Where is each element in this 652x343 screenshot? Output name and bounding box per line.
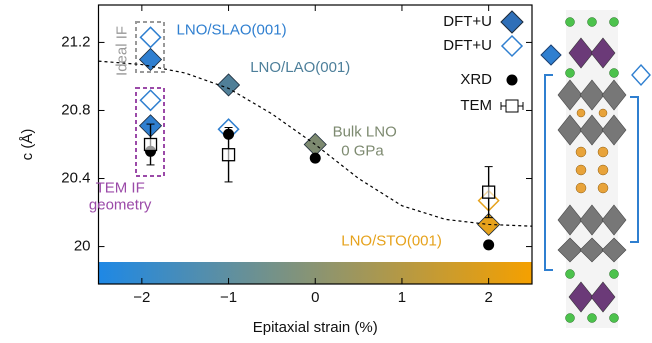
- annotation: LNO/SLAO(001): [177, 21, 287, 38]
- dft-open-diamond: [141, 90, 161, 110]
- tem-point: [223, 149, 235, 161]
- y-tick-label: 20: [74, 238, 91, 255]
- y-tick-label: 21.2: [61, 33, 90, 50]
- tem-point: [483, 186, 495, 198]
- legend-label: TEM: [460, 97, 492, 114]
- x-axis-label: Epitaxial strain (%): [253, 319, 378, 336]
- x-tick-label: 2: [484, 289, 492, 306]
- annotation: Bulk LNO: [333, 124, 397, 141]
- legend-marker: [501, 11, 523, 33]
- legend-marker: [507, 75, 518, 86]
- tem-point: [145, 139, 157, 151]
- annotation: LNO/STO(001): [341, 232, 442, 249]
- plot: −2 −1 0 1 2 20 20.4 20.8 21.2 Epitaxial strain (%…: [19, 5, 532, 336]
- x-tick-label: 0: [311, 289, 319, 306]
- dft-open-diamond: [141, 27, 161, 47]
- legend-label: DFT+U: [443, 37, 492, 54]
- legend-marker: [502, 36, 522, 56]
- annotation: LNO/LAO(001): [250, 59, 350, 76]
- legend-label: XRD: [460, 71, 492, 88]
- dft-diamond: [218, 74, 240, 96]
- annotation: TEM IF: [96, 180, 145, 197]
- x-tick-label: −2: [133, 289, 150, 306]
- xrd-point: [483, 239, 494, 250]
- legend-marker: [506, 100, 518, 112]
- x-tick-label: −1: [220, 289, 237, 306]
- y-tick-label: 20.4: [61, 169, 90, 186]
- dft-diamond: [140, 48, 162, 70]
- annotation: geometry: [89, 197, 152, 214]
- xrd-point: [310, 153, 321, 164]
- annotation: 0 GPa: [341, 142, 384, 159]
- legend-label: DFT+U: [443, 13, 492, 30]
- crystal-structure: [541, 10, 650, 328]
- dft-diamond: [304, 134, 326, 156]
- y-axis-label: c (Å): [19, 129, 36, 161]
- figure: −2 −1 0 1 2 20 20.4 20.8 21.2 Epitaxial strain (%…: [0, 0, 652, 343]
- annotation: Ideal IF: [114, 26, 131, 76]
- x-tick-label: 1: [398, 289, 406, 306]
- y-tick-label: 20.8: [61, 101, 90, 118]
